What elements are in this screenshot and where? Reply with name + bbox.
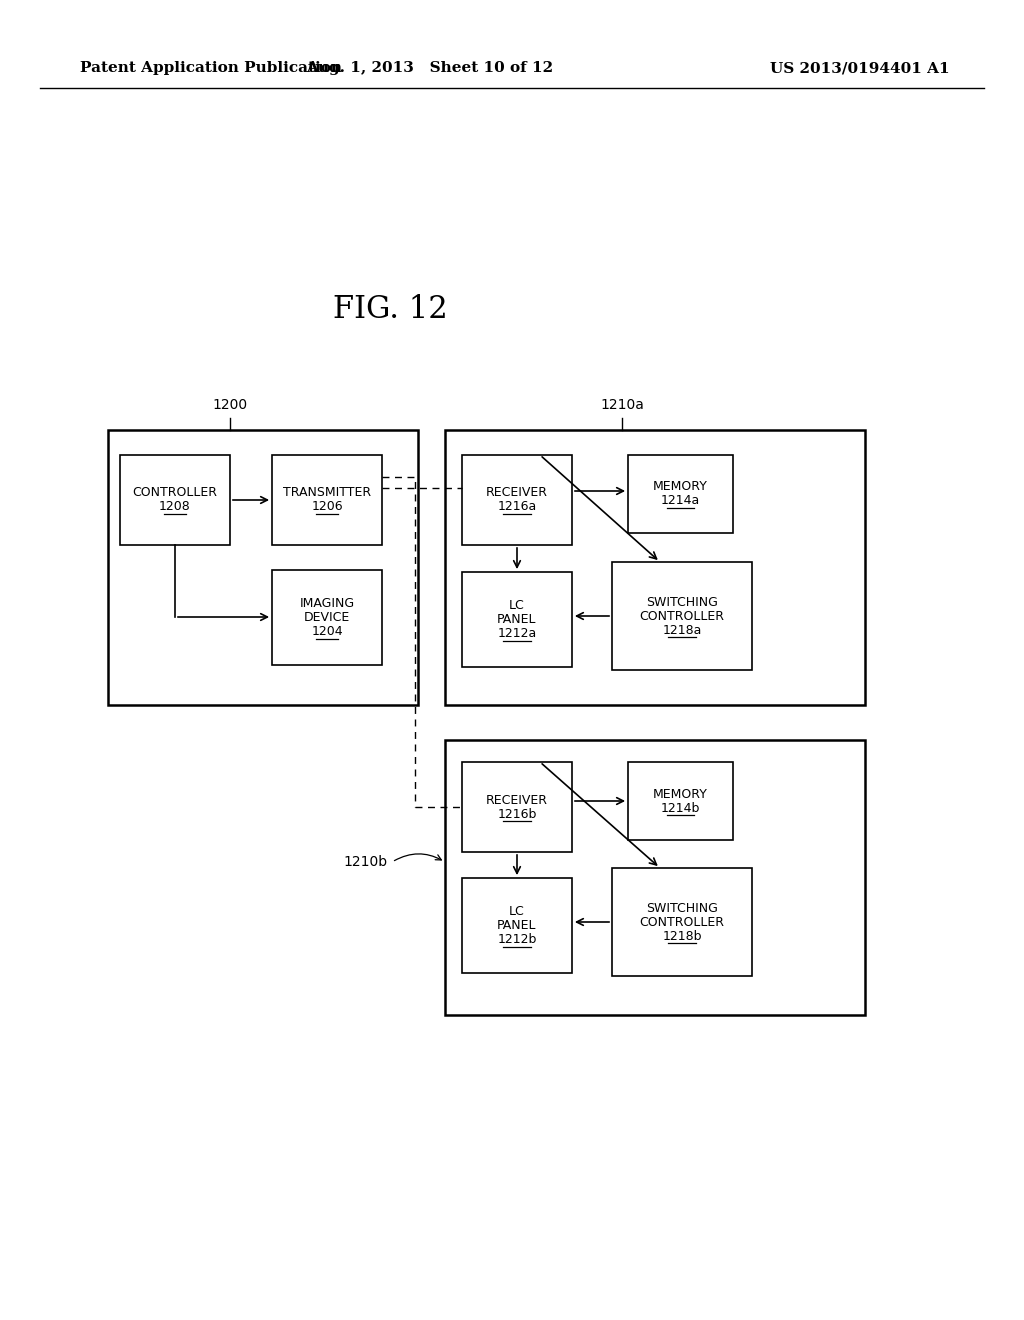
Text: PANEL: PANEL — [498, 919, 537, 932]
Text: 1214a: 1214a — [660, 495, 700, 507]
Text: Patent Application Publication: Patent Application Publication — [80, 61, 342, 75]
Text: CONTROLLER: CONTROLLER — [132, 487, 217, 499]
Text: DEVICE: DEVICE — [304, 611, 350, 624]
Text: 1206: 1206 — [311, 500, 343, 513]
Bar — [462, 762, 572, 851]
Bar — [445, 741, 865, 1015]
Text: 1216b: 1216b — [498, 808, 537, 821]
Text: 1200: 1200 — [212, 399, 248, 412]
Text: US 2013/0194401 A1: US 2013/0194401 A1 — [770, 61, 950, 75]
Text: 1216a: 1216a — [498, 500, 537, 513]
Text: 1212b: 1212b — [498, 933, 537, 946]
Text: 1210b: 1210b — [344, 855, 388, 869]
Text: IMAGING: IMAGING — [299, 597, 354, 610]
Text: 1212a: 1212a — [498, 627, 537, 640]
Text: Aug. 1, 2013   Sheet 10 of 12: Aug. 1, 2013 Sheet 10 of 12 — [306, 61, 554, 75]
Text: 1214b: 1214b — [660, 801, 700, 814]
Bar — [612, 562, 752, 671]
Text: PANEL: PANEL — [498, 612, 537, 626]
Text: SWITCHING: SWITCHING — [646, 902, 718, 915]
Text: CONTROLLER: CONTROLLER — [640, 610, 725, 623]
Bar — [272, 455, 382, 545]
Bar — [462, 572, 572, 667]
Bar — [272, 570, 382, 665]
Text: 1210a: 1210a — [600, 399, 644, 412]
Bar — [462, 455, 572, 545]
Text: SWITCHING: SWITCHING — [646, 595, 718, 609]
Text: 1218b: 1218b — [663, 929, 701, 942]
Text: 1218a: 1218a — [663, 623, 701, 636]
Bar — [445, 430, 865, 705]
Text: LC: LC — [509, 599, 525, 612]
Text: RECEIVER: RECEIVER — [486, 487, 548, 499]
Text: 1208: 1208 — [159, 500, 190, 513]
Bar — [108, 430, 418, 705]
Text: 1204: 1204 — [311, 624, 343, 638]
Text: MEMORY: MEMORY — [653, 480, 708, 494]
Text: TRANSMITTER: TRANSMITTER — [283, 487, 371, 499]
Text: FIG. 12: FIG. 12 — [333, 294, 447, 326]
Text: MEMORY: MEMORY — [653, 788, 708, 800]
Bar — [462, 878, 572, 973]
Text: CONTROLLER: CONTROLLER — [640, 916, 725, 928]
Bar — [628, 762, 733, 840]
Text: LC: LC — [509, 906, 525, 917]
Bar — [628, 455, 733, 533]
Bar — [612, 869, 752, 975]
Text: RECEIVER: RECEIVER — [486, 793, 548, 807]
Bar — [120, 455, 230, 545]
